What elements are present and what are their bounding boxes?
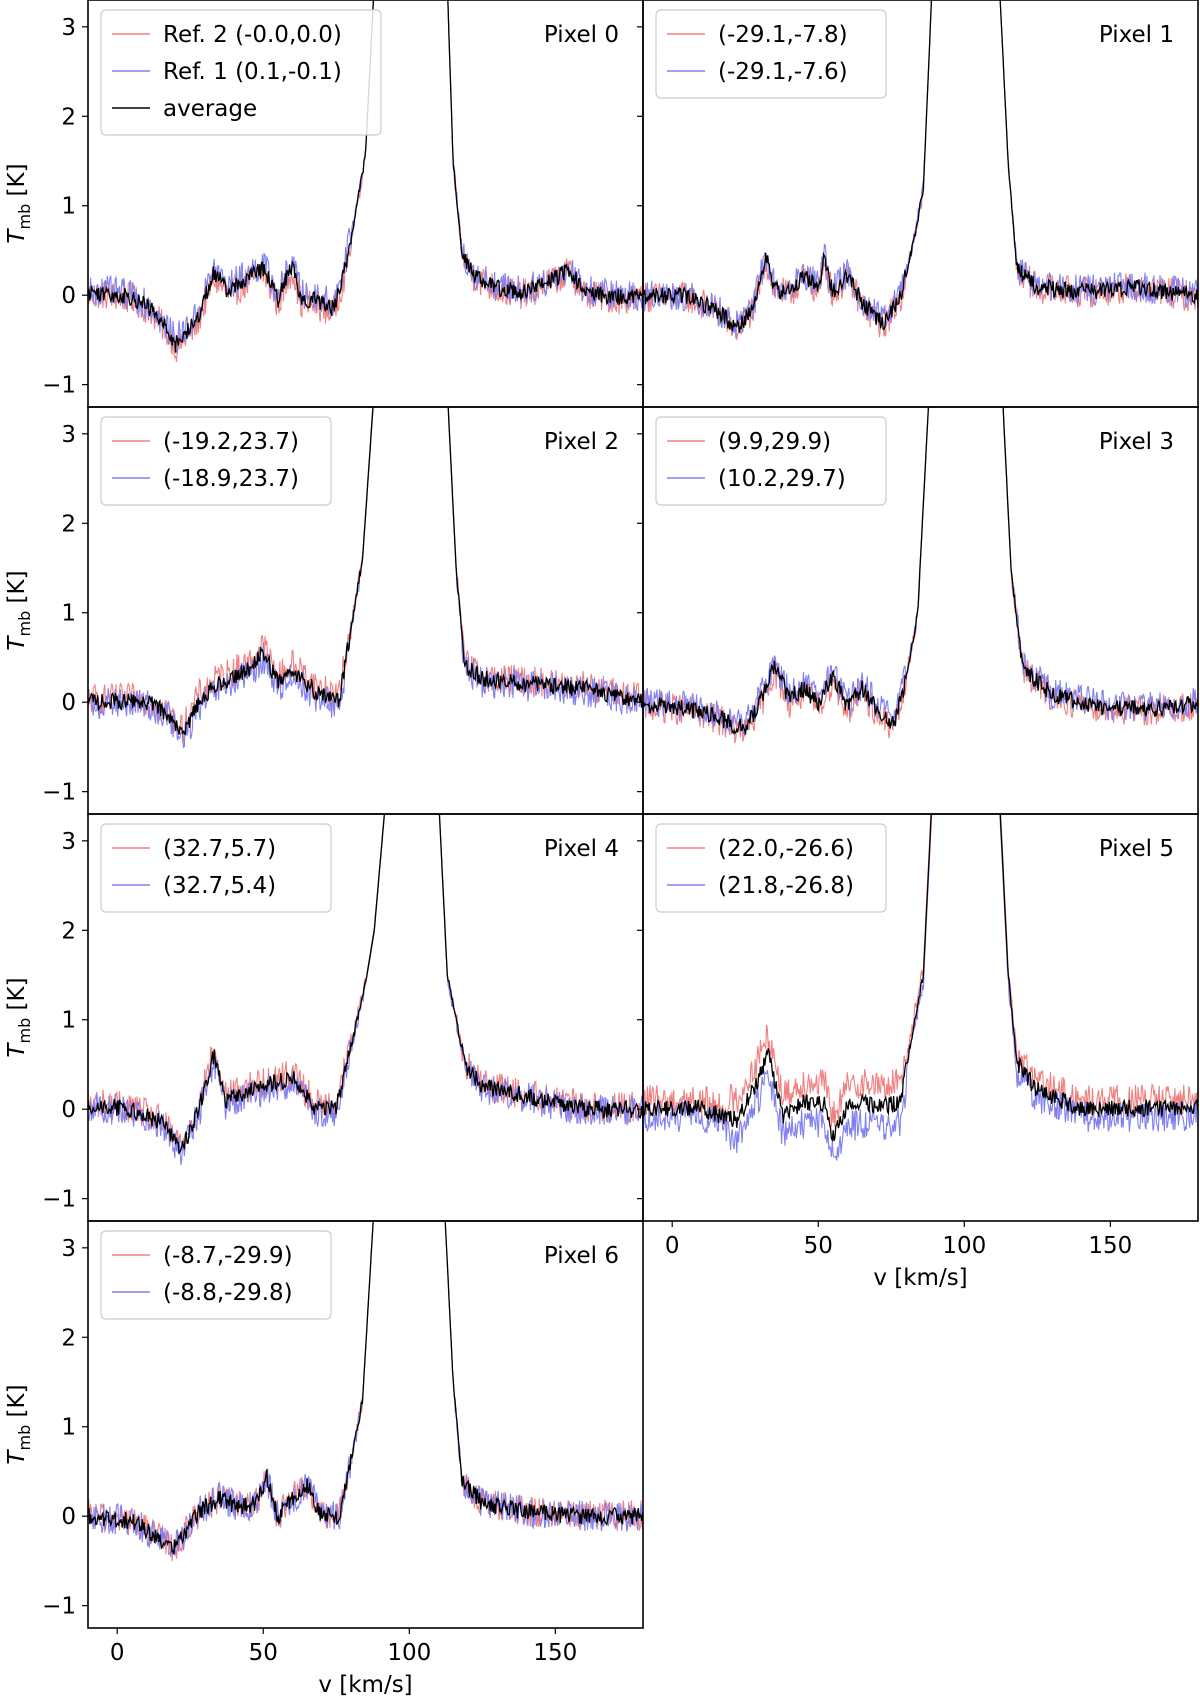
legend-label: (-29.1,-7.8) bbox=[718, 22, 848, 48]
panel-1: Pixel 1 (-29.1,-7.8) (-29.1,-7.6) bbox=[637, 0, 1199, 408]
x-tick-label: 50 bbox=[804, 1233, 833, 1259]
legend-label: (32.7,5.4) bbox=[163, 873, 276, 899]
y-tick-label: −1 bbox=[42, 1187, 76, 1213]
series-line-average bbox=[643, 814, 1198, 1143]
panel-title: Pixel 2 bbox=[544, 429, 619, 455]
legend-label: Ref. 2 (-0.0,0.0) bbox=[163, 22, 342, 48]
panel-5: 0 50 100 150 v [km/s] Pixel 5 (22.0,-26.6) (21.… bbox=[637, 813, 1199, 1291]
panel-0: −1 0 1 2 3 Tmb [K] Pixel 0 Ref. 2 (-0.0,0.0) Ref… bbox=[4, 0, 644, 408]
panel-title: Pixel 6 bbox=[544, 1243, 619, 1269]
y-tick-label: 0 bbox=[61, 283, 76, 309]
y-tick-label: 0 bbox=[61, 1504, 76, 1530]
y-tick-label: 1 bbox=[61, 1415, 76, 1441]
y-tick-label: −1 bbox=[42, 1594, 76, 1620]
panel-title: Pixel 5 bbox=[1099, 836, 1174, 862]
y-tick-label: 2 bbox=[61, 104, 76, 130]
legend-label: average bbox=[163, 96, 257, 122]
legend-label: (10.2,29.7) bbox=[718, 466, 846, 492]
panel-2: −1 0 1 2 3 Tmb [K] Pixel 2 (-19.2,23.7) (-18.9,2… bbox=[4, 406, 644, 815]
x-tick-label: 0 bbox=[110, 1640, 125, 1666]
y-tick-label: −1 bbox=[42, 780, 76, 806]
y-axis-label: Tmb [K] bbox=[4, 163, 34, 243]
legend-box bbox=[655, 9, 887, 99]
y-tick-label: 3 bbox=[61, 422, 76, 448]
legend-box bbox=[100, 823, 332, 913]
y-tick-label: 1 bbox=[61, 194, 76, 220]
series-line-ref1 bbox=[643, 0, 1198, 339]
panel-title: Pixel 0 bbox=[544, 22, 619, 48]
series-line-average bbox=[643, 407, 1198, 735]
legend-label: (-19.2,23.7) bbox=[163, 429, 299, 455]
y-axis-label: Tmb [K] bbox=[4, 1384, 34, 1464]
legend-label: (-29.1,-7.6) bbox=[718, 59, 848, 85]
series-line-ref2 bbox=[88, 407, 643, 744]
y-tick-label: 0 bbox=[61, 1097, 76, 1123]
y-tick-label: 2 bbox=[61, 1325, 76, 1351]
panel-3: Pixel 3 (9.9,29.9) (10.2,29.7) bbox=[637, 406, 1199, 815]
panel-title: Pixel 4 bbox=[544, 836, 619, 862]
x-tick-label: 0 bbox=[665, 1233, 680, 1259]
panel-frame bbox=[87, 1220, 644, 1629]
series-line-average bbox=[88, 1221, 643, 1555]
legend-label: (-8.8,-29.8) bbox=[163, 1280, 293, 1306]
series-line-average bbox=[643, 0, 1198, 333]
series-line-ref2 bbox=[643, 407, 1198, 744]
y-axis-label: Tmb [K] bbox=[4, 977, 34, 1057]
x-tick-label: 100 bbox=[387, 1640, 431, 1666]
legend-label: (-18.9,23.7) bbox=[163, 466, 299, 492]
legend-box bbox=[100, 1230, 332, 1320]
legend-box bbox=[655, 823, 887, 913]
y-tick-label: 3 bbox=[61, 1236, 76, 1262]
series-line-average bbox=[88, 407, 643, 736]
legend-label: (32.7,5.7) bbox=[163, 836, 276, 862]
series-line-ref1 bbox=[643, 814, 1198, 1161]
y-tick-label: 2 bbox=[61, 511, 76, 537]
legend-label: (9.9,29.9) bbox=[718, 429, 831, 455]
y-tick-label: −1 bbox=[42, 373, 76, 399]
y-tick-label: 0 bbox=[61, 690, 76, 716]
y-tick-label: 1 bbox=[61, 601, 76, 627]
legend-box bbox=[100, 9, 382, 136]
panel-title: Pixel 3 bbox=[1099, 429, 1174, 455]
series-line-ref1 bbox=[643, 407, 1198, 738]
panel-frame bbox=[642, 813, 1199, 1222]
series-line-ref1 bbox=[88, 1221, 643, 1557]
y-tick-label: 1 bbox=[61, 1008, 76, 1034]
y-tick-label: 3 bbox=[61, 15, 76, 41]
x-tick-label: 150 bbox=[1088, 1233, 1132, 1259]
series-line-ref2 bbox=[88, 814, 643, 1151]
legend-label: (22.0,-26.6) bbox=[718, 836, 854, 862]
legend-label: (-8.7,-29.9) bbox=[163, 1243, 293, 1269]
series-line-ref2 bbox=[88, 1221, 643, 1562]
series-line-average bbox=[88, 814, 643, 1155]
legend-box bbox=[655, 416, 887, 506]
x-tick-label: 50 bbox=[249, 1640, 278, 1666]
x-tick-label: 150 bbox=[533, 1640, 577, 1666]
y-axis-label: Tmb [K] bbox=[4, 570, 34, 650]
x-axis-label: v [km/s] bbox=[318, 1672, 412, 1698]
series-line-ref1 bbox=[88, 407, 643, 749]
panel-title: Pixel 1 bbox=[1099, 22, 1174, 48]
series-line-average bbox=[88, 0, 643, 353]
y-tick-label: 3 bbox=[61, 829, 76, 855]
y-tick-label: 2 bbox=[61, 918, 76, 944]
panel-6: −1 0 1 2 3 0 50 100 150 v [km/s] Tmb [K] Pixel 6 (-8… bbox=[4, 1220, 644, 1698]
legend-label: Ref. 1 (0.1,-0.1) bbox=[163, 59, 342, 85]
x-axis-label: v [km/s] bbox=[873, 1265, 967, 1291]
legend-box bbox=[100, 416, 332, 506]
legend-label: (21.8,-26.8) bbox=[718, 873, 854, 899]
panel-4: −1 0 1 2 3 Tmb [K] Pixel 4 (32.7,5.7) (32.7,5.4) bbox=[4, 813, 644, 1222]
x-tick-label: 100 bbox=[942, 1233, 986, 1259]
